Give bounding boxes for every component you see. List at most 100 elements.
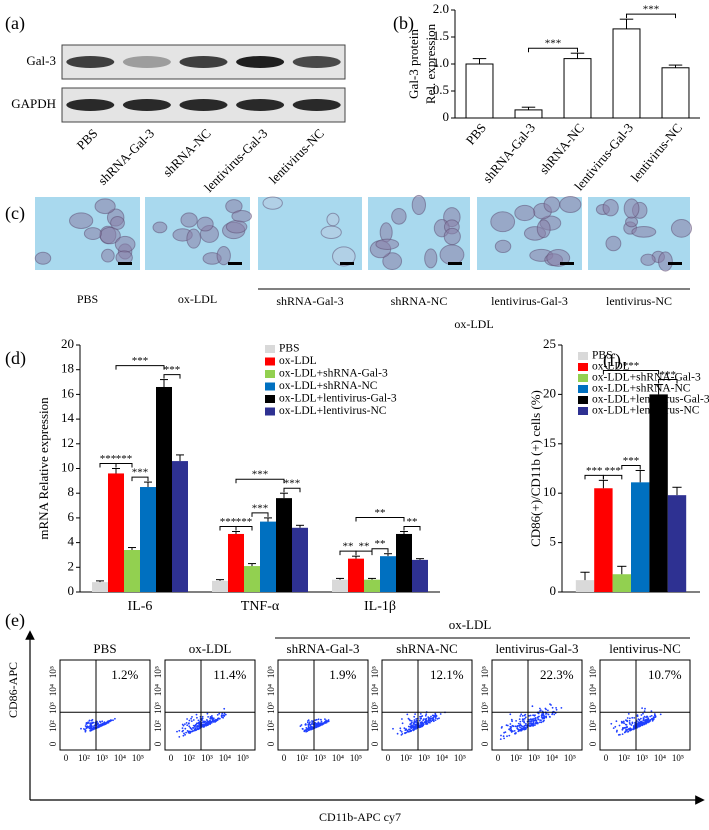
flow-event bbox=[638, 725, 640, 728]
flow-event bbox=[222, 714, 225, 717]
flow-event bbox=[102, 723, 104, 726]
flow-event bbox=[529, 718, 532, 721]
flow-event bbox=[525, 722, 527, 725]
flow-x-tick: 10⁴ bbox=[332, 753, 344, 763]
flow-event bbox=[405, 728, 407, 730]
flow-event bbox=[92, 726, 95, 729]
error-bar bbox=[619, 18, 634, 29]
flow-event bbox=[520, 713, 523, 716]
flow-event bbox=[515, 720, 517, 722]
legend-swatch bbox=[265, 395, 275, 403]
flow-event bbox=[434, 717, 437, 719]
error-bar bbox=[521, 106, 536, 110]
flow-event bbox=[642, 717, 645, 720]
bar bbox=[667, 495, 687, 592]
flow-y-tick: 10⁴ bbox=[588, 684, 598, 696]
flow-event bbox=[103, 722, 106, 724]
flow-event bbox=[624, 727, 627, 729]
flow-event bbox=[93, 725, 95, 727]
flow-event bbox=[423, 721, 426, 724]
flow-event bbox=[207, 716, 210, 718]
cell bbox=[543, 196, 561, 213]
cell bbox=[605, 235, 622, 252]
flow-event bbox=[523, 714, 526, 717]
flow-x-tick: 10³ bbox=[201, 753, 213, 763]
flow-event bbox=[181, 727, 184, 729]
flow-percentage: 22.3% bbox=[540, 667, 574, 682]
cell bbox=[34, 251, 52, 265]
flow-event bbox=[196, 722, 199, 725]
flow-event bbox=[406, 713, 409, 716]
flow-event bbox=[99, 721, 102, 723]
flow-event bbox=[412, 724, 415, 726]
flow-event bbox=[190, 727, 192, 730]
scale-bar bbox=[340, 262, 354, 265]
flow-event bbox=[513, 730, 516, 732]
flow-event bbox=[425, 713, 428, 716]
flow-y-tick: 10³ bbox=[480, 702, 490, 714]
flow-event bbox=[509, 713, 512, 716]
flow-event bbox=[316, 725, 319, 728]
micrograph-label: shRNA-NC bbox=[391, 294, 448, 308]
flow-event bbox=[92, 728, 95, 731]
flow-event bbox=[327, 720, 330, 723]
flow-x-tick: 10² bbox=[618, 753, 630, 763]
blot-band bbox=[122, 56, 171, 68]
flow-event bbox=[84, 730, 87, 733]
flow-event bbox=[407, 725, 410, 728]
significance-bracket bbox=[115, 365, 165, 370]
flow-x-tick: 10⁴ bbox=[654, 753, 666, 763]
cell bbox=[69, 212, 94, 229]
bar bbox=[348, 558, 364, 592]
error-bar bbox=[672, 486, 682, 496]
flow-event bbox=[186, 730, 189, 732]
flow-event bbox=[621, 728, 624, 731]
flow-event bbox=[641, 707, 643, 709]
flow-label: shRNA-Gal-3 bbox=[287, 641, 360, 656]
flow-event bbox=[307, 723, 310, 726]
flow-event bbox=[627, 730, 630, 733]
y-tick-label: 12 bbox=[61, 435, 74, 450]
y-tick-label: 0 bbox=[443, 109, 450, 124]
flow-event bbox=[202, 725, 205, 728]
flow-event bbox=[311, 720, 313, 722]
blot-band bbox=[66, 56, 115, 68]
blot-row-label: Gal-3 bbox=[26, 53, 56, 68]
flow-event bbox=[181, 730, 184, 733]
flow-event bbox=[510, 718, 513, 721]
flow-event bbox=[195, 713, 198, 716]
panel-label: (f) bbox=[603, 350, 621, 371]
flow-event bbox=[438, 717, 440, 720]
blot-row-label: GAPDH bbox=[11, 96, 56, 111]
cell bbox=[490, 211, 516, 233]
flow-event bbox=[181, 723, 184, 726]
flow-event bbox=[519, 720, 522, 723]
flow-event bbox=[89, 725, 91, 728]
blot-band bbox=[292, 56, 341, 68]
flow-event bbox=[86, 726, 88, 729]
flow-event bbox=[201, 715, 204, 718]
flow-event bbox=[508, 728, 510, 731]
y-tick-label: 20 bbox=[543, 385, 556, 400]
flow-event bbox=[432, 716, 435, 719]
flow-event bbox=[405, 731, 408, 734]
flow-plot bbox=[164, 659, 256, 751]
error-bar bbox=[128, 547, 136, 551]
flow-y-tick: 0 bbox=[153, 741, 163, 746]
flow-event bbox=[184, 727, 187, 730]
flow-y-tick: 10² bbox=[588, 720, 598, 732]
flow-x-tick: 0 bbox=[496, 753, 501, 763]
x-tick-label: lentivirus-NC bbox=[628, 120, 685, 184]
flow-event bbox=[419, 713, 422, 715]
flow-event bbox=[317, 721, 320, 724]
flow-event bbox=[401, 722, 404, 725]
flow-event bbox=[311, 727, 314, 730]
flow-event bbox=[320, 718, 322, 721]
y-tick-label: 14 bbox=[61, 410, 75, 425]
significance-label: *** bbox=[252, 469, 269, 481]
legend-swatch bbox=[265, 382, 275, 391]
flow-event bbox=[392, 727, 394, 730]
flow-event bbox=[642, 721, 644, 724]
cell bbox=[375, 238, 400, 250]
